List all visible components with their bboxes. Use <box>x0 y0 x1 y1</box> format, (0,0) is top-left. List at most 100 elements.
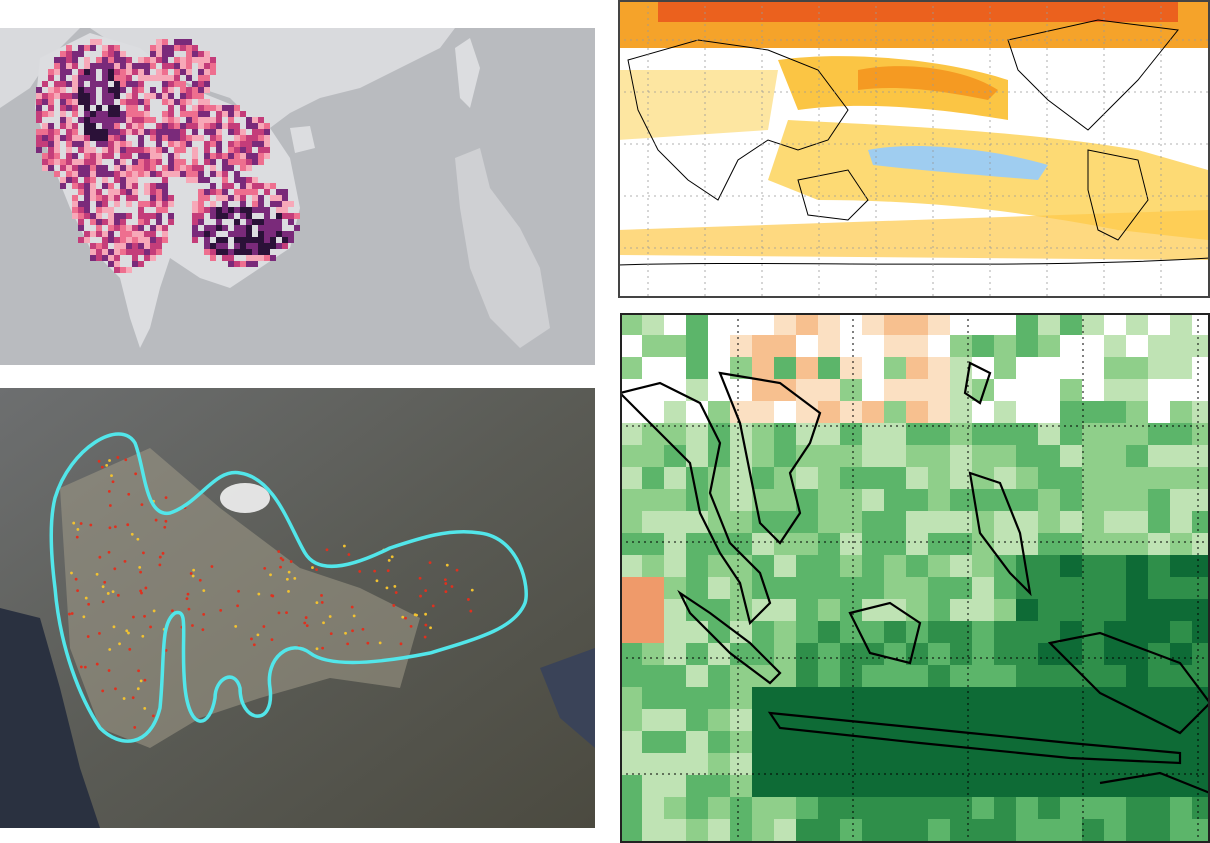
heat-cell <box>282 243 288 249</box>
fire-point <box>131 696 135 700</box>
heat-cell <box>138 117 144 123</box>
grid-cell <box>620 709 642 731</box>
fire-point <box>191 574 195 578</box>
heat-cell <box>108 255 114 261</box>
heat-cell <box>48 105 54 111</box>
heat-cell <box>276 243 282 249</box>
grid-cell <box>664 731 686 753</box>
fire-point <box>279 556 283 560</box>
grid-cell <box>862 577 884 599</box>
grid-cell <box>884 731 906 753</box>
heat-cell <box>78 189 84 195</box>
grid-cell <box>620 775 642 797</box>
grid-cell <box>1170 313 1192 335</box>
grid-cell <box>928 577 950 599</box>
heat-cell <box>120 189 126 195</box>
heat-cell <box>102 141 108 147</box>
fire-point <box>164 648 168 652</box>
grid-cell <box>1192 401 1210 423</box>
heat-cell <box>132 87 138 93</box>
fire-point <box>191 624 194 627</box>
heat-cell <box>132 129 138 135</box>
grid-cell <box>664 555 686 577</box>
heat-cell <box>204 225 210 231</box>
heat-cell <box>198 81 204 87</box>
heat-cell <box>60 123 66 129</box>
heat-cell <box>66 93 72 99</box>
heat-cell <box>78 219 84 225</box>
heat-cell <box>156 135 162 141</box>
grid-cell <box>1016 599 1038 621</box>
heat-cell <box>72 99 78 105</box>
heat-cell <box>78 117 84 123</box>
heat-cell <box>216 171 222 177</box>
fire-point <box>126 523 130 527</box>
heat-cell <box>162 117 168 123</box>
heat-cell <box>102 51 108 57</box>
heat-cell <box>60 165 66 171</box>
grid-cell <box>1104 577 1126 599</box>
grid-cell <box>1126 687 1148 709</box>
heat-cell <box>234 153 240 159</box>
heat-cell <box>264 123 270 129</box>
grid-cell <box>1148 621 1170 643</box>
heat-cell <box>264 225 270 231</box>
grid-cell <box>774 489 796 511</box>
grid-cell <box>1016 467 1038 489</box>
heat-cell <box>48 165 54 171</box>
heat-cell <box>36 147 42 153</box>
heat-cell <box>150 63 156 69</box>
heat-cell <box>162 177 168 183</box>
fire-point <box>293 576 297 580</box>
grid-cell <box>1148 555 1170 577</box>
grid-cell <box>972 401 994 423</box>
heat-cell <box>114 129 120 135</box>
grid-cell <box>928 445 950 467</box>
grid-cell <box>928 379 950 401</box>
grid-cell <box>686 731 708 753</box>
heat-cell <box>210 105 216 111</box>
heat-cell <box>198 177 204 183</box>
heat-cell <box>72 153 78 159</box>
heat-cell <box>90 99 96 105</box>
grid-cell <box>972 599 994 621</box>
heat-cell <box>108 69 114 75</box>
grid-cell <box>818 379 840 401</box>
fire-point <box>123 559 127 563</box>
anomaly-band <box>618 70 778 140</box>
grid-cell <box>1038 357 1060 379</box>
grid-cell <box>708 357 730 379</box>
grid-cell <box>1082 775 1104 797</box>
heat-cell <box>216 225 222 231</box>
heat-cell <box>258 219 264 225</box>
heat-cell <box>240 201 246 207</box>
grid-cell <box>642 335 664 357</box>
fire-point <box>415 613 418 617</box>
heat-cell <box>186 135 192 141</box>
grid-cell <box>1192 665 1210 687</box>
heat-cell <box>102 177 108 183</box>
grid-cell <box>752 511 774 533</box>
heat-cell <box>72 165 78 171</box>
heat-cell <box>138 231 144 237</box>
heat-cell <box>84 159 90 165</box>
heat-cell <box>216 141 222 147</box>
grid-cell <box>994 511 1016 533</box>
grid-cell <box>620 445 642 467</box>
grid-cell <box>840 687 862 709</box>
heat-cell <box>102 165 108 171</box>
heat-cell <box>108 87 114 93</box>
grid-cell <box>1082 423 1104 445</box>
fire-point <box>281 558 285 562</box>
grid-cell <box>708 665 730 687</box>
heat-cell <box>132 99 138 105</box>
heat-cell <box>168 51 174 57</box>
heat-cell <box>216 129 222 135</box>
heat-cell <box>192 87 198 93</box>
fire-point <box>322 621 325 625</box>
heat-cell <box>132 93 138 99</box>
heat-cell <box>84 147 90 153</box>
heat-cell <box>216 189 222 195</box>
heat-cell <box>102 81 108 87</box>
coastline <box>1087 149 1149 241</box>
